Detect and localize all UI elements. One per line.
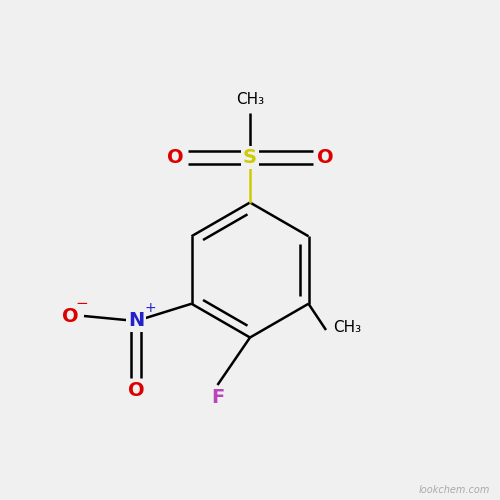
Text: CH₃: CH₃ <box>334 320 361 335</box>
Text: −: − <box>75 296 88 311</box>
Text: +: + <box>144 302 156 316</box>
Text: F: F <box>211 388 224 407</box>
Text: lookchem.com: lookchem.com <box>418 485 490 495</box>
Text: S: S <box>243 148 257 167</box>
Text: CH₃: CH₃ <box>236 92 264 108</box>
Text: O: O <box>128 380 144 400</box>
Text: N: N <box>128 312 144 330</box>
Text: O: O <box>316 148 334 167</box>
Text: O: O <box>166 148 184 167</box>
Text: O: O <box>62 306 78 326</box>
